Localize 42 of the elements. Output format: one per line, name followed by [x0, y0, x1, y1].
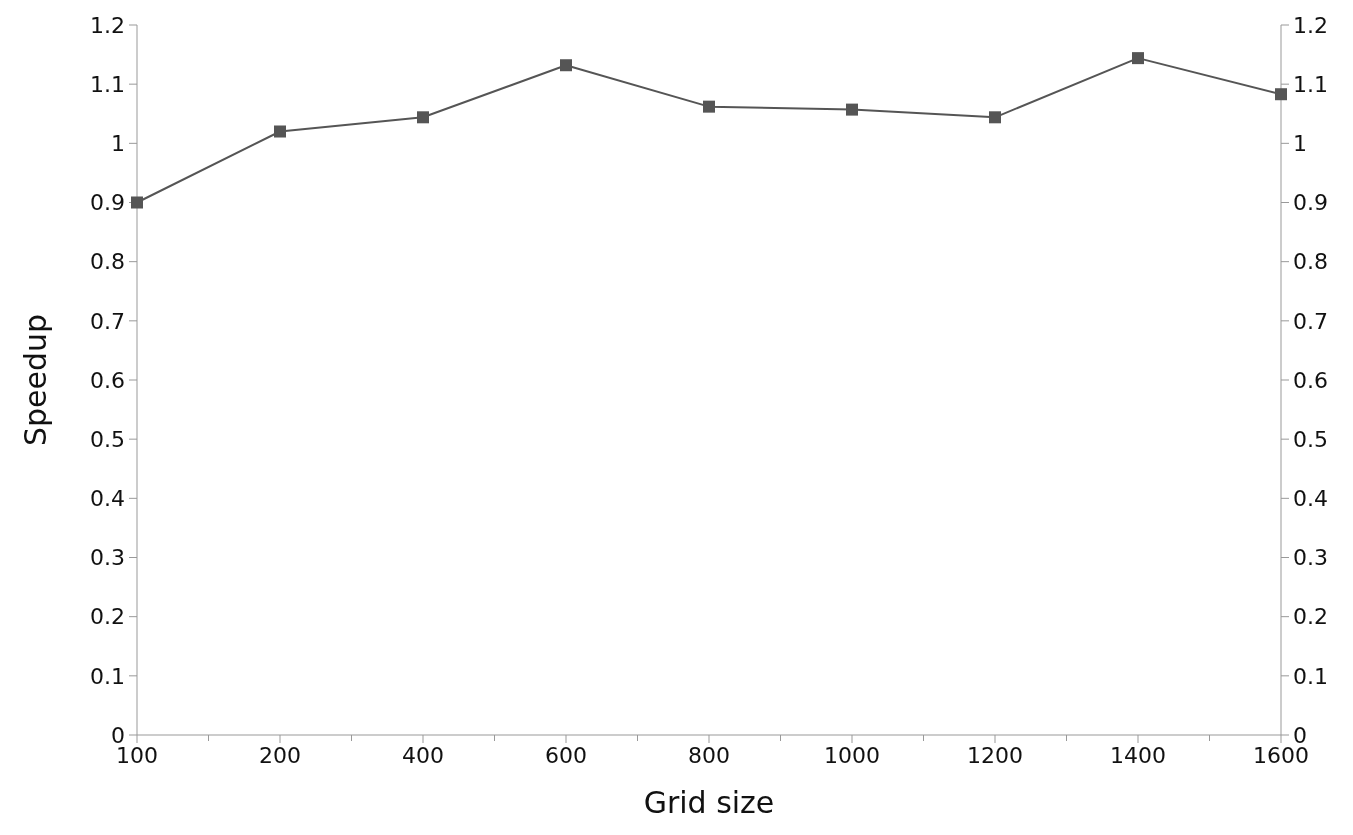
- y2-tick-label: 1: [1293, 131, 1307, 157]
- y-axis-title: Speedup: [18, 313, 53, 447]
- x-tick-label: 200: [259, 743, 301, 768]
- y2-tick-label: 0.8: [1293, 249, 1328, 275]
- y-tick-label: 0.1: [90, 663, 125, 689]
- y2-tick-label: 0.3: [1293, 545, 1328, 571]
- y2-tick-label: 1.1: [1293, 71, 1328, 97]
- y-tick-label: 0.5: [90, 426, 125, 452]
- y2-tick-label: 0.9: [1293, 190, 1328, 216]
- point: [989, 111, 1001, 124]
- point: [846, 103, 858, 116]
- x-tick-label: 600: [545, 743, 587, 768]
- point: [1132, 52, 1144, 65]
- y-tick-label: 1: [111, 131, 125, 157]
- x-tick-label: 1200: [967, 743, 1023, 768]
- y2-tick-label: 0.2: [1293, 604, 1328, 630]
- y-tick-label: 0.3: [90, 545, 125, 571]
- point: [1275, 88, 1287, 101]
- y-tick-label: 0.8: [90, 249, 125, 275]
- y-tick-label: 0.9: [90, 190, 125, 216]
- y2-tick-label: 0.4: [1293, 486, 1328, 512]
- x-tick-label: 800: [688, 743, 730, 768]
- x-tick-label: 1400: [1110, 743, 1166, 768]
- point: [560, 59, 572, 72]
- y2-tick-label: 0.1: [1293, 663, 1328, 689]
- point: [703, 100, 715, 113]
- x-tick-label: 1000: [824, 743, 880, 768]
- y-tick-label: 0.2: [90, 604, 125, 630]
- y-tick-label: 1.1: [90, 71, 125, 97]
- y2-tick-label: 0.6: [1293, 367, 1328, 393]
- point: [131, 196, 143, 209]
- y-tick-label: 0.7: [90, 308, 125, 334]
- y2-tick-label: 0.5: [1293, 426, 1328, 452]
- y2-tick-label: 1.2: [1293, 12, 1328, 38]
- y-tick-label: 0.6: [90, 367, 125, 393]
- x-axis-title: Grid size: [643, 785, 775, 820]
- y-tick-label: 1.2: [90, 12, 125, 38]
- y2-tick-label: 0.7: [1293, 308, 1328, 334]
- point: [274, 125, 286, 138]
- x-tick-label: 400: [402, 743, 444, 768]
- y-tick-label: 0.4: [90, 486, 125, 512]
- point: [417, 111, 429, 124]
